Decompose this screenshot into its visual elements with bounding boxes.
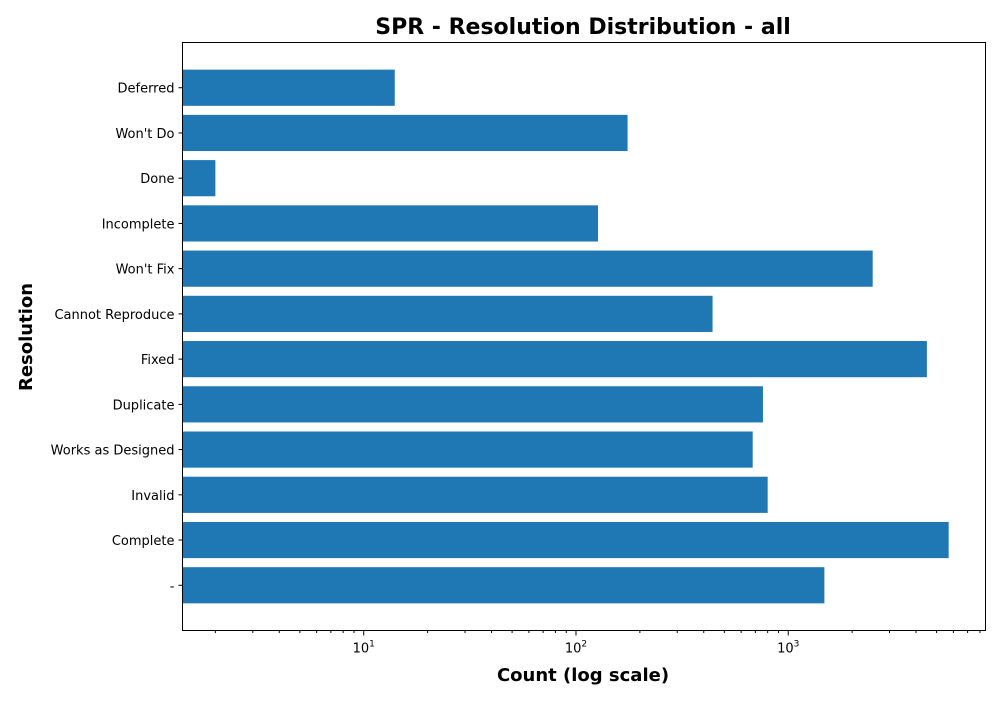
bar — [182, 431, 753, 468]
chart-title: SPR - Resolution Distribution - all — [375, 15, 791, 40]
bar — [182, 295, 713, 332]
bar — [182, 205, 599, 242]
x-axis-label: Count (log scale) — [497, 665, 669, 686]
x-tick-label: 101 — [353, 640, 375, 657]
plot-frame — [182, 42, 986, 631]
y-tick-label: Works as Designed — [51, 444, 175, 459]
y-tick-label: Incomplete — [102, 217, 175, 232]
bar — [182, 114, 628, 152]
bar — [182, 160, 216, 197]
y-tick-label: Deferred — [117, 82, 174, 97]
y-axis-label: Resolution — [16, 283, 37, 391]
x-tick-label: 103 — [777, 640, 799, 657]
bar — [182, 476, 768, 513]
y-tick-label: Done — [140, 172, 174, 187]
bar — [182, 69, 395, 106]
bar — [182, 567, 825, 604]
y-tick-label: Invalid — [131, 489, 174, 504]
bars-layer — [182, 69, 949, 604]
bar — [182, 386, 763, 423]
bar — [182, 341, 927, 378]
y-tick-label: Won't Fix — [116, 263, 175, 278]
bar — [182, 250, 873, 287]
y-tick-label: Fixed — [141, 353, 175, 368]
y-ticks-layer: Deferred Won't Do Done Incomplete Won't Fix C… — [51, 82, 183, 594]
y-tick-label: Complete — [112, 534, 175, 549]
y-tick-label: Cannot Reproduce — [54, 308, 174, 323]
x-tick-label: 102 — [565, 640, 587, 657]
bar — [182, 521, 949, 559]
x-ticks-layer: 101 102 103 — [214, 630, 981, 657]
y-tick-label: Won't Do — [115, 127, 174, 142]
y-tick-label: Duplicate — [113, 398, 175, 413]
y-tick-label: - — [170, 579, 175, 594]
